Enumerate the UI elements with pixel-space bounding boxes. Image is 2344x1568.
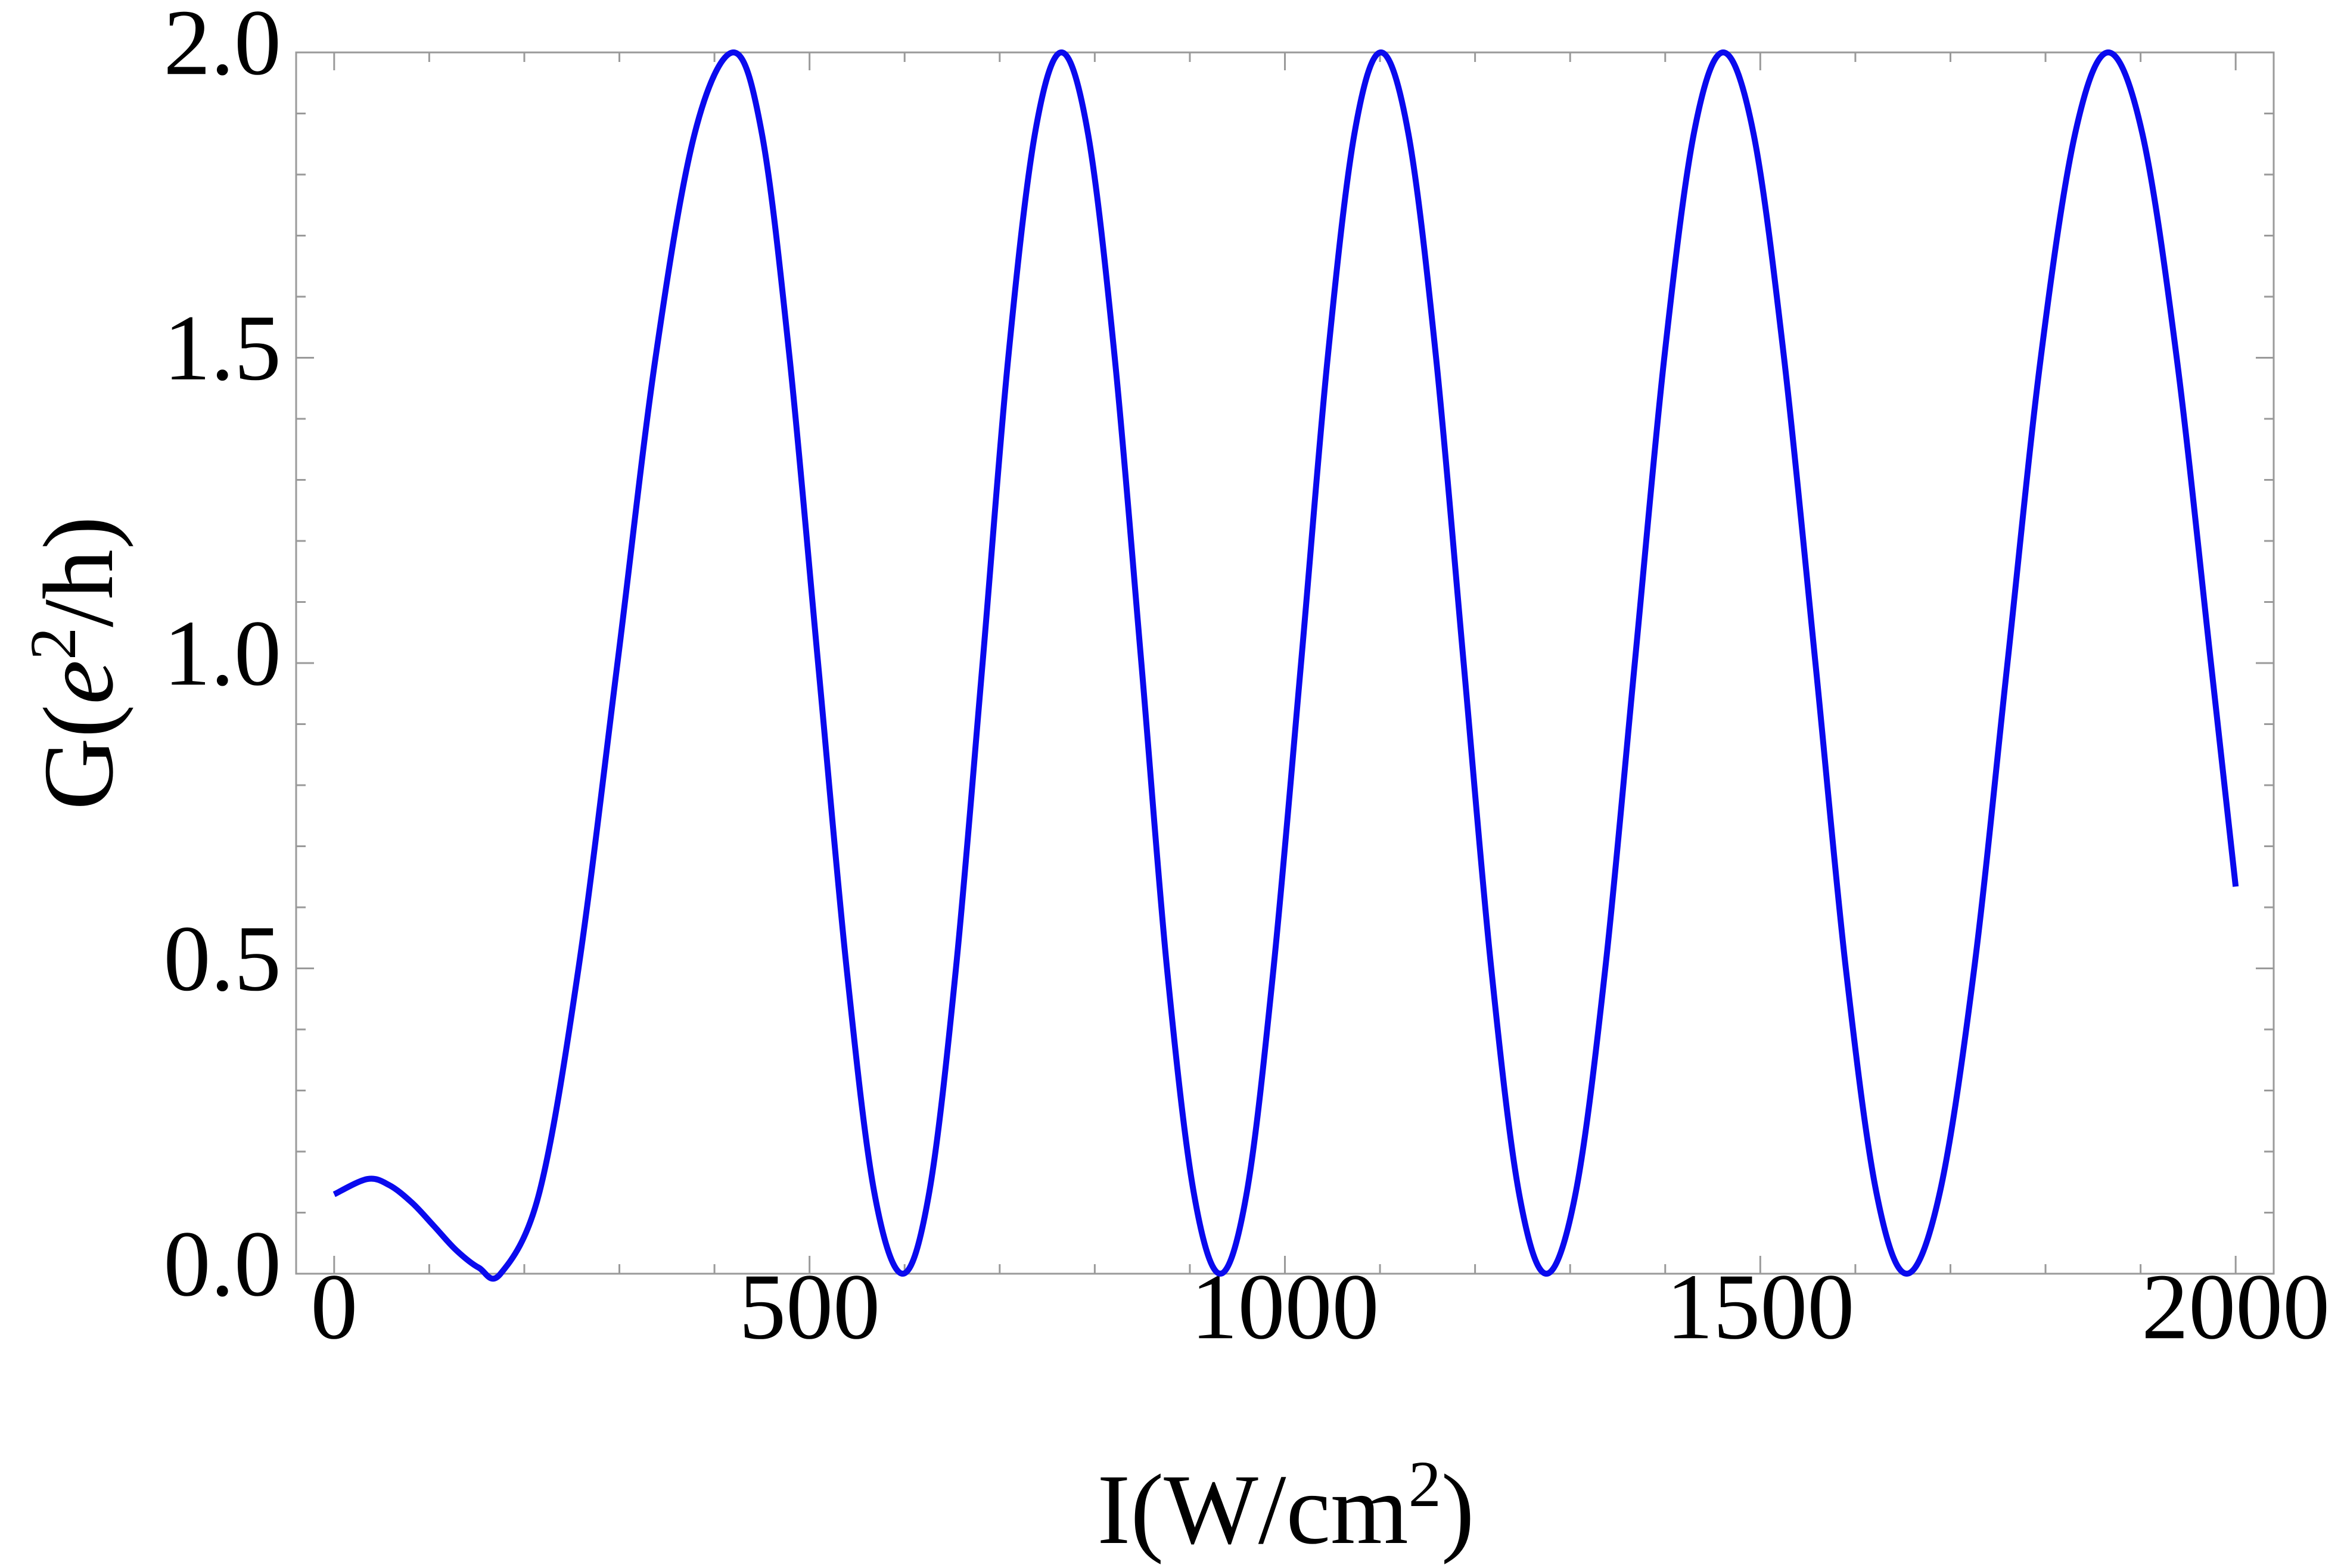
plot-frame [295,51,2275,1275]
y-tick-label: 1.5 [164,296,282,400]
x-label-text: I(W/cm [1097,1454,1408,1565]
y-tick-label: 1.0 [164,601,282,705]
x-label-text: ) [1441,1454,1475,1565]
y-label-text: e [23,660,134,705]
data-line [332,49,2239,1282]
y-label-text: G( [23,704,134,810]
x-tick-label: 1500 [1666,1255,1854,1359]
y-tick-label: 0.5 [164,907,282,1011]
x-tick-label: 0 [310,1255,357,1359]
y-tick-label: 0.0 [164,1212,282,1316]
y-axis-label: G(e2/h) [17,516,134,810]
y-tick-label: 2.0 [164,0,282,95]
x-label-superscript: 2 [1409,1448,1441,1520]
x-axis-label: I(W/cm2) [1097,1448,1474,1565]
x-tick-label: 500 [739,1255,880,1359]
y-label-superscript: 2 [17,627,89,660]
y-label-text: /h) [23,516,134,627]
x-tick-label: 2000 [2141,1255,2330,1359]
